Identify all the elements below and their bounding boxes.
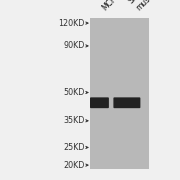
Text: 120KD: 120KD [58, 19, 85, 28]
Text: 20KD: 20KD [63, 161, 85, 170]
Bar [90, 18, 149, 169]
FancyBboxPatch shape [113, 97, 140, 108]
Text: 35KD: 35KD [63, 116, 85, 125]
Text: Skeletal
muscle: Skeletal muscle [127, 0, 162, 13]
Text: 25KD: 25KD [63, 143, 85, 152]
Text: MCF-7: MCF-7 [100, 0, 123, 13]
Text: 50KD: 50KD [63, 88, 85, 97]
Text: 90KD: 90KD [63, 41, 85, 50]
FancyBboxPatch shape [90, 97, 109, 108]
